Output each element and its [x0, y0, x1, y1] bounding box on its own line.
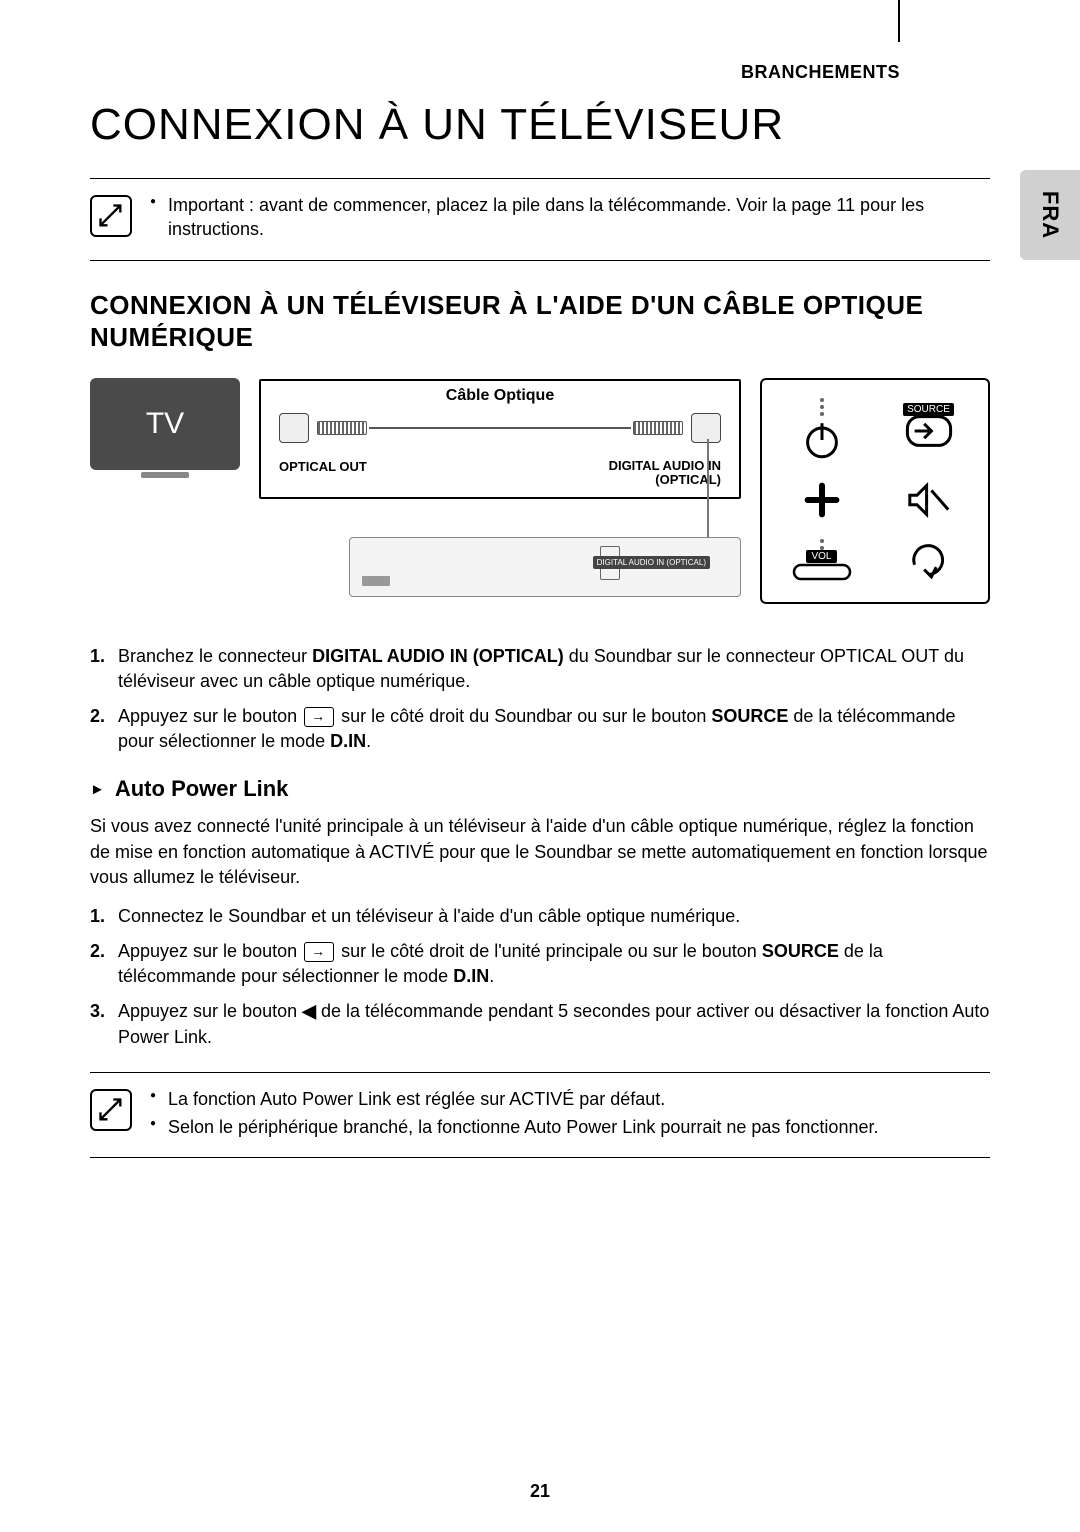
step-text: Appuyez sur le bouton — [118, 1001, 302, 1021]
note-top-list: Important : avant de commencer, placez l… — [150, 193, 990, 246]
source-inline-icon — [304, 707, 334, 727]
port-label-left: OPTICAL OUT — [279, 459, 367, 474]
remote-volup-cell — [792, 476, 852, 524]
note-bottom-item: La fonction Auto Power Link est réglée s… — [150, 1087, 878, 1111]
auto-power-heading: Auto Power Link — [90, 776, 990, 802]
step-bold: SOURCE — [762, 941, 839, 961]
source-inline-icon — [304, 942, 334, 962]
note-bottom-list: La fonction Auto Power Link est réglée s… — [150, 1087, 878, 1144]
soundbar-usb-icon — [362, 576, 390, 586]
step-2: Appuyez sur le bouton sur le côté droit … — [90, 704, 990, 754]
cable-label: Câble Optique — [446, 387, 554, 405]
remote-diagram: SOURCE VOL — [760, 378, 990, 604]
left-arrow-icon: ◀ — [302, 1001, 316, 1021]
cable-plug-left-icon — [317, 421, 367, 435]
tv-label: TV — [146, 407, 184, 441]
cable-plug-right-icon — [633, 421, 683, 435]
connection-diagram: TV Câble Optique OPTICAL OUT DIGITAL AUD… — [90, 378, 990, 604]
dots-icon — [820, 398, 824, 416]
dots-icon — [820, 539, 824, 550]
remote-power-cell — [792, 398, 852, 464]
port-label-right-1: DIGITAL AUDIO IN — [609, 458, 721, 473]
step-bold: DIGITAL AUDIO IN (OPTICAL) — [312, 646, 564, 666]
plus-icon — [792, 476, 852, 524]
remote-source-cell: SOURCE — [899, 407, 959, 455]
auto-power-steps: Connectez le Soundbar et un téléviseur à… — [90, 904, 990, 1050]
auto-power-intro: Si vous avez connecté l'unité principale… — [90, 814, 990, 890]
header-divider — [898, 0, 900, 42]
section-heading: CONNEXION À UN TÉLÉVISEUR À L'AIDE D'UN … — [90, 289, 990, 354]
step-bold: SOURCE — [711, 706, 788, 726]
page-title: CONNEXION À UN TÉLÉVISEUR — [90, 100, 990, 150]
ap-step-1: Connectez le Soundbar et un téléviseur à… — [90, 904, 990, 929]
note-bottom-item: Selon le périphérique branché, la foncti… — [150, 1115, 878, 1139]
soundbar-port-label: DIGITAL AUDIO IN (OPTICAL) — [593, 556, 710, 569]
cable-frame: Câble Optique OPTICAL OUT DIGITAL AUDIO … — [259, 379, 741, 499]
tv-box: TV — [90, 378, 240, 470]
cable-line-icon — [369, 427, 631, 429]
optical-connector-right-icon — [691, 413, 721, 443]
pill-icon — [792, 563, 852, 581]
step-text: Branchez le connecteur — [118, 646, 312, 666]
ap-step-2: Appuyez sur le bouton sur le côté droit … — [90, 939, 990, 989]
remote-repeat-cell — [899, 536, 959, 584]
repeat-icon — [899, 536, 959, 584]
step-text: Appuyez sur le bouton — [118, 706, 302, 726]
step-bold: D.IN — [330, 731, 366, 751]
page: BRANCHEMENTS FRA CONNEXION À UN TÉLÉVISE… — [0, 0, 1080, 1532]
remote-vol-label-cell: VOL — [792, 539, 852, 581]
note-top: Important : avant de commencer, placez l… — [90, 178, 990, 261]
source-label: SOURCE — [903, 403, 954, 416]
optical-connector-left-icon — [279, 413, 309, 443]
port-label-right: DIGITAL AUDIO IN (OPTICAL) — [609, 459, 721, 488]
step-text: . — [366, 731, 371, 751]
step-text: . — [489, 966, 494, 986]
main-steps: Branchez le connecteur DIGITAL AUDIO IN … — [90, 644, 990, 755]
step-text: Appuyez sur le bouton — [118, 941, 302, 961]
mute-icon — [899, 476, 959, 524]
vol-label: VOL — [806, 550, 836, 563]
step-text: sur le côté droit du Soundbar ou sur le … — [336, 706, 711, 726]
note-icon — [90, 1089, 132, 1131]
note-top-item: Important : avant de commencer, placez l… — [150, 193, 990, 242]
step-1: Branchez le connecteur DIGITAL AUDIO IN … — [90, 644, 990, 694]
port-label-right-2: (OPTICAL) — [655, 472, 721, 487]
power-icon — [792, 416, 852, 464]
ap-step-3: Appuyez sur le bouton ◀ de la télécomman… — [90, 999, 990, 1049]
link-line-icon — [707, 439, 709, 539]
remote-mute-cell — [899, 476, 959, 524]
cable-area: Câble Optique OPTICAL OUT DIGITAL AUDIO … — [258, 378, 742, 598]
soundbar-icon: DIGITAL AUDIO IN (OPTICAL) — [349, 537, 741, 597]
step-text: sur le côté droit de l'unité principale … — [336, 941, 762, 961]
step-bold: D.IN — [453, 966, 489, 986]
note-bottom: La fonction Auto Power Link est réglée s… — [90, 1072, 990, 1159]
page-number: 21 — [530, 1481, 550, 1502]
language-tab: FRA — [1020, 170, 1080, 260]
language-tab-label: FRA — [1037, 191, 1063, 239]
note-icon — [90, 195, 132, 237]
header-category: BRANCHEMENTS — [741, 62, 900, 83]
